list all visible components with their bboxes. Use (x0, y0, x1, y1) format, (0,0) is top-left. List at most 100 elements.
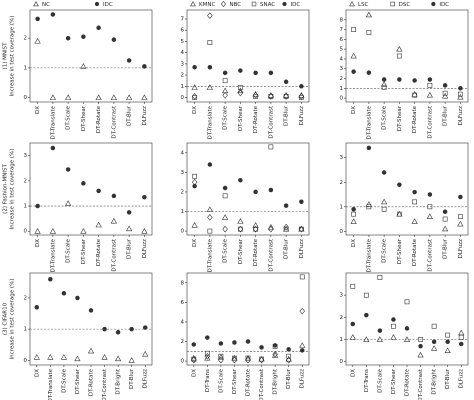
point (191, 356, 197, 364)
y-tick-label: 1 (24, 327, 28, 333)
y-tick-label: 3 (340, 66, 344, 72)
x-tick-label: DLFuzz (300, 369, 306, 389)
x-tick-label: DT-Blur (284, 238, 290, 259)
point (207, 228, 213, 234)
x-tick-label: DT-Translate (48, 368, 54, 400)
point (442, 92, 449, 99)
point (442, 83, 448, 88)
point (222, 91, 228, 99)
point (49, 94, 56, 100)
point (412, 199, 418, 205)
point (245, 339, 251, 344)
point (351, 211, 357, 217)
point (95, 221, 102, 228)
point (258, 356, 265, 364)
point (458, 334, 464, 340)
y-axis-label: Increase in test coverage (%) (10, 16, 16, 97)
point (101, 353, 108, 360)
point (237, 85, 243, 90)
point (50, 12, 56, 17)
plot-frame (345, 9, 469, 103)
point (61, 291, 67, 296)
point (129, 326, 134, 332)
x-tick-label: DT-Contrast (427, 238, 433, 271)
x-tick-label: DT-Shear (75, 368, 81, 394)
point (457, 93, 464, 100)
point (458, 341, 464, 347)
point (431, 339, 437, 344)
plot-frame (29, 142, 153, 236)
point (110, 94, 117, 100)
point (350, 218, 357, 224)
y-tick-label: 3 (24, 153, 28, 159)
point (191, 84, 198, 90)
point (192, 173, 198, 179)
point (457, 214, 463, 219)
point (245, 356, 251, 364)
point (381, 77, 387, 82)
point (412, 78, 417, 83)
plot-frame (345, 142, 469, 236)
x-tick-label: DT-Trans (364, 369, 370, 392)
x-tick-label: DT-Shear (238, 238, 244, 264)
point (191, 221, 198, 228)
point (204, 354, 211, 361)
point (366, 204, 372, 210)
point (349, 334, 356, 340)
point (126, 94, 133, 100)
point (457, 220, 464, 227)
point (286, 347, 291, 352)
point (404, 326, 410, 331)
legend-label: IDC (291, 2, 301, 8)
x-tick-label: DT-Trans (205, 369, 211, 392)
point (381, 84, 387, 90)
point (75, 295, 80, 301)
point (366, 70, 372, 75)
x-tick-label: DT-Scale (61, 368, 67, 392)
x-tick-label: DT-Bright (273, 368, 279, 394)
point (377, 328, 383, 333)
point (34, 37, 41, 44)
point (403, 336, 411, 342)
point (115, 355, 122, 362)
point (365, 11, 372, 18)
x-tick-label: DT-Rotate (89, 368, 95, 396)
point (95, 94, 102, 100)
point (350, 52, 357, 59)
x-tick-label: DT-Rotate (253, 105, 259, 133)
point (81, 34, 86, 39)
point (283, 93, 289, 100)
point (364, 312, 369, 318)
point (207, 214, 213, 221)
y-tick-label: 0 (340, 229, 344, 235)
point (35, 16, 40, 22)
point (207, 162, 213, 167)
point (397, 182, 402, 187)
point (237, 87, 244, 94)
point (431, 345, 438, 351)
legend-marker (251, 1, 257, 7)
y-tick-label: 1 (24, 204, 28, 210)
point (222, 70, 228, 76)
x-tick-label: DT-Scale (218, 368, 224, 392)
point (298, 226, 304, 232)
x-tick-label: DT-Rotate (405, 368, 411, 396)
point (231, 356, 238, 364)
x-tick-label: DX (350, 369, 356, 377)
point (222, 193, 228, 199)
y-tick-label: 0 (24, 229, 28, 235)
point (142, 325, 148, 330)
legend-marker (431, 1, 436, 7)
plot-frame (186, 142, 310, 236)
point (411, 218, 418, 224)
point (298, 95, 304, 100)
legend-label: SNAC (260, 2, 275, 8)
point (206, 206, 213, 212)
point (350, 321, 356, 327)
point (222, 78, 228, 84)
plot-frame (29, 9, 153, 103)
point (34, 228, 41, 234)
legend-label: IDC (439, 2, 449, 8)
x-tick-label: DT-Shear (81, 238, 87, 264)
point (427, 82, 433, 88)
